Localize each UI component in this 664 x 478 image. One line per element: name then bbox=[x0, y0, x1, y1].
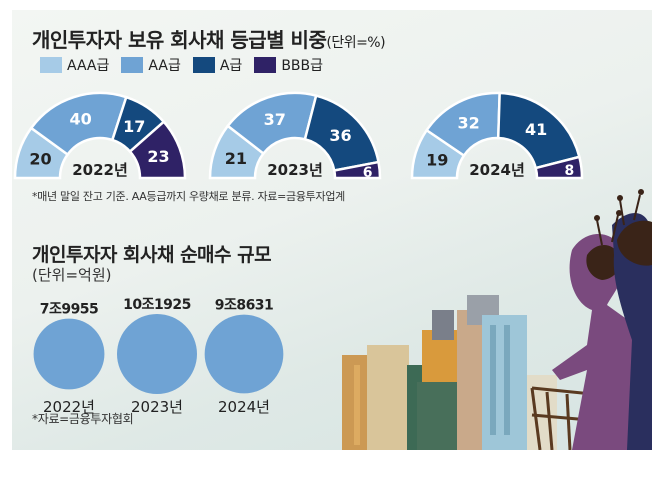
legend-label-bbb: BBB급 bbox=[281, 58, 324, 74]
ratio-chart-unit: (단위=%) bbox=[326, 35, 386, 51]
bubble-1 bbox=[117, 314, 197, 394]
net-purchase-bubble-chart: 7조9955 2022년 10조1925 2023년 9조8631 2024년 bbox=[33, 297, 284, 416]
bubble-1-year-label: 2023년 bbox=[131, 398, 183, 416]
donut-2-value-aaa: 19 bbox=[426, 151, 448, 170]
bubble-2-year-label: 2024년 bbox=[218, 398, 270, 416]
legend-item-aaa: AAA급 bbox=[40, 55, 109, 75]
donut-2-segment-bbb bbox=[534, 155, 584, 180]
donut-2-segment-a bbox=[496, 91, 581, 170]
donut-2-value-a: 41 bbox=[525, 120, 547, 139]
donut-0-value-a: 17 bbox=[123, 117, 145, 136]
legend-item-bbb: BBB급 bbox=[254, 55, 323, 75]
legend-item-aa: AA급 bbox=[121, 55, 181, 75]
purchase-chart-footnote: *자료=금융투자협회 bbox=[32, 412, 134, 426]
donut-0-value-bbb: 23 bbox=[147, 147, 169, 166]
donut-0-year-label: 2022년 bbox=[72, 161, 128, 179]
bubble-2 bbox=[204, 314, 284, 394]
legend-swatch-aa bbox=[121, 57, 144, 73]
donut-1-value-aaa: 21 bbox=[225, 149, 247, 168]
chart-legend: AAA급 AA급 A급 BBB급 bbox=[40, 55, 323, 75]
donut-0-value-aa: 40 bbox=[70, 110, 92, 129]
bubble-0-value-label: 7조9955 bbox=[40, 302, 99, 318]
donut-0-value-aaa: 20 bbox=[29, 150, 51, 169]
legend-label-aa: AA급 bbox=[148, 58, 181, 74]
ratio-chart-footnote: *매년 말일 잔고 기준. AA등급까지 우량채로 분류. 자료=금융투자업계 bbox=[32, 190, 345, 203]
donut-1-segment-bbb bbox=[332, 160, 382, 180]
purchase-chart-unit: (단위=억원) bbox=[32, 266, 112, 284]
donut-2-year-label: 2024년 bbox=[469, 161, 525, 179]
donut-1-value-bbb: 6 bbox=[363, 165, 373, 181]
bubble-2-value-label: 9조8631 bbox=[215, 298, 274, 314]
donut-1-value-aa: 37 bbox=[264, 110, 286, 129]
bubble-1-value-label: 10조1925 bbox=[123, 297, 191, 313]
donut-2-value-bbb: 8 bbox=[565, 163, 575, 179]
infographic-panel: 개인투자자 보유 회사채 등급별 비중(단위=%) AAA급 AA급 A급 BB… bbox=[12, 10, 652, 450]
donut-0-segment-bbb bbox=[128, 120, 187, 180]
legend-label-aaa: AAA급 bbox=[67, 58, 110, 74]
legend-swatch-a bbox=[192, 57, 215, 73]
bubble-0-year-label: 2022년 bbox=[43, 398, 95, 416]
purchase-chart-title: 개인투자자 회사채 순매수 규모 bbox=[32, 244, 272, 266]
donut-2-value-aa: 32 bbox=[457, 113, 479, 132]
donut-1-year-label: 2023년 bbox=[267, 161, 323, 179]
legend-swatch-bbb bbox=[254, 57, 277, 73]
bubble-0 bbox=[33, 318, 105, 390]
legend-swatch-aaa bbox=[40, 57, 62, 73]
ratio-chart-title: 개인투자자 보유 회사채 등급별 비중(단위=%) bbox=[32, 24, 386, 53]
legend-item-a: A급 bbox=[192, 55, 243, 75]
city-shopping-illustration bbox=[342, 189, 652, 450]
donut-1-value-a: 36 bbox=[329, 126, 351, 145]
ratio-chart-title-text: 개인투자자 보유 회사채 등급별 비중 bbox=[32, 28, 327, 52]
legend-label-a: A급 bbox=[219, 58, 243, 74]
